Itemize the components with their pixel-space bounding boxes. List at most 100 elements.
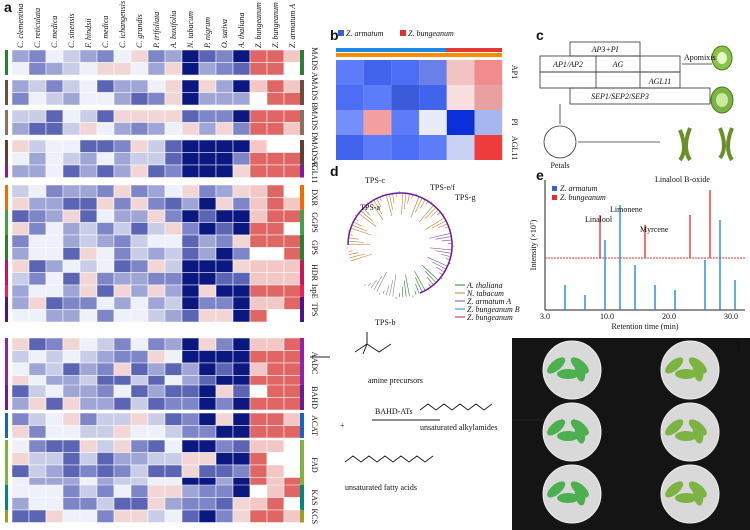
heat-cell bbox=[96, 497, 115, 511]
panel-letter: e bbox=[536, 167, 544, 183]
heat-cell bbox=[96, 222, 115, 236]
heat-cell bbox=[11, 452, 30, 466]
heat-cell bbox=[62, 79, 81, 93]
species-label: P. nigrum bbox=[203, 17, 212, 49]
tree-branch bbox=[403, 280, 407, 297]
heat-cell bbox=[96, 425, 115, 439]
heat-cell bbox=[113, 109, 132, 123]
heat-cell bbox=[113, 509, 132, 523]
heat-cell bbox=[249, 109, 268, 123]
tree-branch bbox=[348, 237, 359, 240]
heat-cell bbox=[232, 439, 251, 453]
heat-cell bbox=[130, 350, 149, 364]
heat-cell bbox=[147, 92, 166, 106]
heat-cell bbox=[28, 425, 47, 439]
tree-branch bbox=[360, 210, 374, 222]
heat-cell bbox=[113, 384, 132, 398]
heat-cell bbox=[147, 152, 166, 166]
species-label: Z. bungeanum B bbox=[254, 0, 263, 48]
leaf bbox=[692, 483, 704, 506]
heat-cell bbox=[11, 309, 30, 323]
heat-cell bbox=[79, 234, 98, 248]
heat-cell bbox=[232, 497, 251, 511]
heat-cell bbox=[215, 509, 234, 523]
heat-cell bbox=[181, 222, 200, 236]
heat-cell bbox=[215, 397, 234, 411]
heat-cell bbox=[249, 234, 268, 248]
heat-cell bbox=[147, 139, 166, 153]
heat-cell bbox=[11, 362, 30, 376]
peak-label: Myrcene bbox=[640, 225, 669, 234]
species-label: N. tabacum bbox=[186, 11, 195, 49]
heat-cell bbox=[11, 337, 30, 351]
heat-cell bbox=[62, 259, 81, 273]
heat-cell bbox=[232, 350, 251, 364]
heat-cell bbox=[147, 362, 166, 376]
heat-cell bbox=[266, 284, 285, 298]
heat-cell bbox=[215, 412, 234, 426]
heat-cell bbox=[45, 497, 64, 511]
family-bar bbox=[300, 50, 304, 75]
heat-cell bbox=[215, 337, 234, 351]
species-label: F. hindsii bbox=[84, 18, 93, 49]
heat-cell bbox=[113, 425, 132, 439]
heat-cell bbox=[249, 122, 268, 136]
heat-cell bbox=[232, 362, 251, 376]
peak-label: Linalool B-oxide bbox=[655, 175, 710, 184]
heat-cell bbox=[164, 92, 183, 106]
heat-cell bbox=[147, 49, 166, 63]
heat-cell bbox=[266, 109, 285, 123]
heat-cell bbox=[79, 452, 98, 466]
heat-cell bbox=[249, 184, 268, 198]
species-label: O. sativa bbox=[220, 19, 229, 48]
heat-cell bbox=[45, 272, 64, 286]
heat-cell bbox=[446, 60, 475, 85]
heat-cell bbox=[181, 247, 200, 261]
heat-cell bbox=[130, 425, 149, 439]
tree-branch bbox=[348, 240, 365, 243]
heat-cell bbox=[147, 234, 166, 248]
heat-cell bbox=[130, 337, 149, 351]
species-bar bbox=[336, 48, 446, 52]
heat-cell bbox=[96, 234, 115, 248]
x-tick-label: 3.0 bbox=[540, 312, 550, 321]
tree-branch bbox=[437, 212, 441, 216]
heat-cell bbox=[266, 259, 285, 273]
family-label: TPS bbox=[310, 303, 319, 317]
heat-cell bbox=[113, 49, 132, 63]
tree-branch bbox=[385, 285, 390, 296]
heat-cell bbox=[391, 135, 420, 160]
heat-cell bbox=[79, 184, 98, 198]
heat-cell bbox=[391, 60, 420, 85]
heat-cell bbox=[446, 135, 475, 160]
heat-cell bbox=[11, 79, 30, 93]
x-tick-label: 20.0 bbox=[662, 312, 676, 321]
heat-cell bbox=[266, 197, 285, 211]
heat-cell bbox=[215, 362, 234, 376]
leaf bbox=[692, 359, 704, 382]
leaf bbox=[557, 369, 579, 379]
gene-label: AGL11 bbox=[510, 136, 519, 160]
heat-cell bbox=[79, 139, 98, 153]
heat-cell bbox=[96, 164, 115, 178]
tree-branch bbox=[401, 286, 404, 297]
heat-cell bbox=[147, 284, 166, 298]
species-label: P. trifoliata bbox=[152, 12, 161, 49]
heat-cell bbox=[266, 234, 285, 248]
leaf bbox=[675, 493, 697, 503]
heat-cell bbox=[45, 397, 64, 411]
heat-cell bbox=[11, 184, 30, 198]
heat-cell bbox=[181, 109, 200, 123]
heat-cell bbox=[79, 309, 98, 323]
family-bar-left bbox=[5, 510, 8, 523]
family-bar bbox=[300, 285, 304, 298]
heat-cell bbox=[79, 412, 98, 426]
species-label: C. medica bbox=[50, 16, 59, 48]
heat-cell bbox=[62, 439, 81, 453]
heat-cell bbox=[28, 497, 47, 511]
heat-cell bbox=[232, 284, 251, 298]
heat-cell bbox=[45, 309, 64, 323]
clade-label: TPS-e/f bbox=[430, 183, 455, 192]
tree-branch bbox=[415, 283, 420, 294]
tree-branch bbox=[410, 196, 420, 218]
